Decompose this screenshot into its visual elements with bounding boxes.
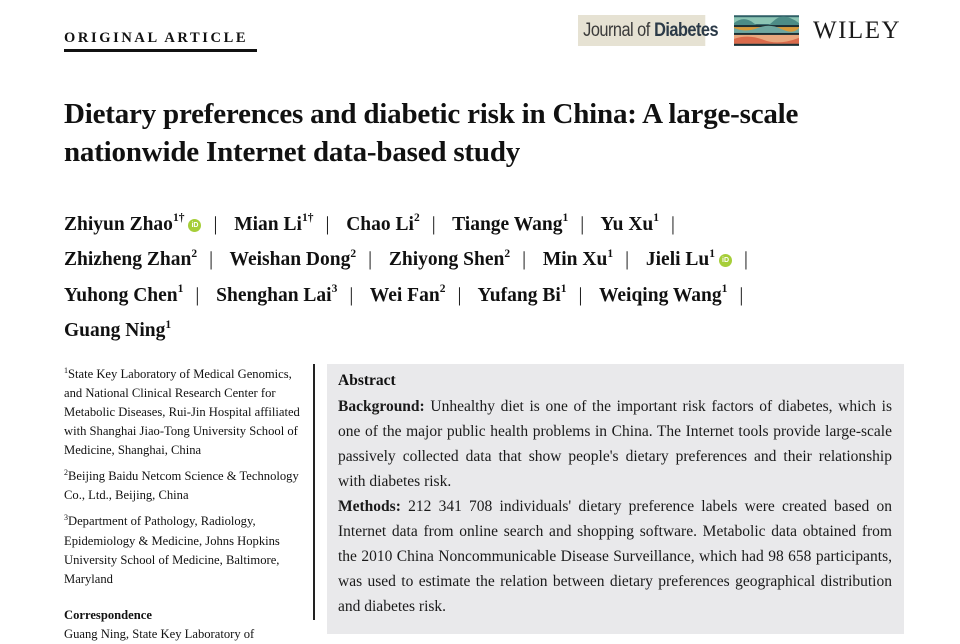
- abstract-background: Background: Unhealthy diet is one of the…: [338, 394, 892, 494]
- author-separator: |: [457, 284, 462, 306]
- affiliation-item: 1State Key Laboratory of Medical Genomic…: [64, 361, 309, 460]
- author-affiliation-marker: 1: [653, 212, 660, 224]
- methods-label: Methods:: [338, 498, 401, 515]
- author-name: Weiqing Wang: [598, 284, 722, 306]
- author-name: Min Xu: [542, 249, 608, 270]
- author[interactable]: Chao Li2: [346, 212, 420, 235]
- author-separator: |: [625, 249, 629, 270]
- article-title: Dietary preferences and diabetic risk in…: [64, 98, 799, 168]
- background-label: Background:: [338, 398, 425, 415]
- author-name: Shenghan Lai: [216, 284, 332, 306]
- author[interactable]: Tiange Wang1: [452, 212, 569, 235]
- article-type-label: ORIGINAL ARTICLE: [64, 30, 249, 46]
- author-separator: |: [578, 284, 583, 306]
- author-name: Zhiyun Zhao: [64, 213, 173, 235]
- journal-logo[interactable]: Journal of Diabetes: [578, 15, 799, 46]
- orcid-icon[interactable]: iD: [188, 218, 202, 232]
- author[interactable]: Mian Li1†: [234, 212, 314, 235]
- author-affiliation-marker: 2: [191, 247, 198, 260]
- author-affiliation-marker: 1†: [172, 212, 185, 224]
- author-name: Mian Li: [234, 213, 302, 235]
- author-affiliation-marker: 3: [331, 283, 338, 295]
- abstract-heading: Abstract: [338, 372, 396, 389]
- author-separator: |: [522, 249, 526, 270]
- author-name: Yufang Bi: [477, 284, 561, 306]
- author-name: Weishan Dong: [229, 249, 351, 270]
- author-separator: |: [349, 284, 354, 306]
- author-separator: |: [213, 213, 218, 235]
- affiliation-text: State Key Laboratory of Medical Genomics…: [64, 367, 300, 458]
- author-affiliation-marker: 2: [413, 212, 420, 224]
- affiliation-number: 2: [64, 468, 68, 478]
- affiliation-text: Department of Pathology, Radiology, Epid…: [64, 514, 280, 586]
- author[interactable]: Yufang Bi1: [477, 283, 567, 306]
- author-affiliation-marker: 1: [562, 212, 569, 224]
- journal-name-prefix: Journal of: [583, 19, 650, 41]
- publisher-logo[interactable]: WILEY: [813, 17, 902, 44]
- author-name: Guang Ning: [64, 320, 166, 341]
- author[interactable]: Yu Xu1: [600, 212, 660, 235]
- author-affiliation-marker: 2: [350, 247, 357, 260]
- author-name: Chao Li: [346, 213, 414, 235]
- methods-text: 212 341 708 individuals' dietary prefere…: [338, 498, 892, 615]
- author[interactable]: Zhizheng Zhan2: [64, 247, 198, 271]
- author[interactable]: Min Xu1: [542, 247, 614, 271]
- author-separator: |: [195, 284, 200, 306]
- author-affiliation-marker: 1†: [301, 212, 314, 224]
- author-name: Zhizheng Zhan: [64, 249, 192, 270]
- author-name: Zhiyong Shen: [388, 249, 505, 270]
- orcid-icon[interactable]: iD: [719, 254, 733, 267]
- journal-name-strong: Diabetes: [654, 19, 719, 41]
- author[interactable]: Zhiyong Shen2: [388, 247, 511, 271]
- journal-name: Journal of Diabetes: [578, 15, 719, 46]
- background-text: Unhealthy diet is one of the important r…: [338, 398, 892, 490]
- author-separator: |: [209, 249, 213, 270]
- abstract-panel: Abstract Background: Unhealthy diet is o…: [327, 364, 904, 634]
- article-type-underline: [64, 49, 257, 52]
- author-name: Wei Fan: [369, 284, 440, 306]
- author-separator: |: [325, 213, 330, 235]
- author-affiliation-marker: 1: [709, 247, 716, 260]
- author-separator: |: [431, 213, 436, 235]
- author[interactable]: Guang Ning1: [64, 318, 172, 342]
- author[interactable]: Yuhong Chen1: [64, 283, 184, 306]
- author-affiliation-marker: 1: [165, 318, 172, 331]
- author-affiliation-marker: 1: [721, 283, 728, 295]
- affiliation-text: Beijing Baidu Netcom Science & Technolog…: [64, 469, 299, 503]
- author[interactable]: Wei Fan2: [369, 283, 446, 306]
- author-affiliation-marker: 1: [607, 247, 614, 260]
- author-name: Yuhong Chen: [64, 284, 178, 306]
- author[interactable]: Zhiyun Zhao1†iD: [64, 212, 202, 235]
- affiliation-number: 1: [64, 366, 68, 375]
- author-separator: |: [368, 249, 373, 270]
- author-affiliation-marker: 1: [177, 283, 184, 295]
- author-name: Yu Xu: [600, 213, 654, 235]
- author-list: Zhiyun Zhao1†iD | Mian Li1† | Chao Li2 | Ti…: [64, 204, 924, 346]
- author[interactable]: Jieli Lu1iD: [645, 247, 733, 270]
- column-divider: [313, 364, 315, 620]
- author-separator: |: [744, 249, 748, 270]
- author-separator: |: [739, 284, 744, 306]
- author[interactable]: Weiqing Wang1: [598, 283, 728, 306]
- abstract-methods: Methods: 212 341 708 individuals' dietar…: [338, 494, 892, 619]
- affiliation-item: 3Department of Pathology, Radiology, Epi…: [64, 508, 309, 588]
- journal-cover-art-icon: [734, 15, 799, 46]
- author[interactable]: Weishan Dong2: [229, 247, 357, 271]
- author-separator: |: [580, 213, 585, 235]
- author[interactable]: Shenghan Lai3: [216, 283, 338, 306]
- author-separator: |: [671, 213, 675, 235]
- author-affiliation-marker: 2: [439, 283, 446, 295]
- affiliation-number: 3: [64, 513, 68, 523]
- author-name: Jieli Lu: [645, 249, 710, 270]
- author-affiliation-marker: 2: [504, 247, 511, 260]
- author-name: Tiange Wang: [452, 213, 563, 235]
- affiliation-item: 2Beijing Baidu Netcom Science & Technolo…: [64, 463, 309, 505]
- correspondence-text: Guang Ning, State Key Laboratory of: [64, 626, 255, 641]
- correspondence-heading: Correspondence: [64, 607, 152, 622]
- affiliations-panel: 1State Key Laboratory of Medical Genomic…: [64, 361, 309, 644]
- author-affiliation-marker: 1: [560, 283, 567, 295]
